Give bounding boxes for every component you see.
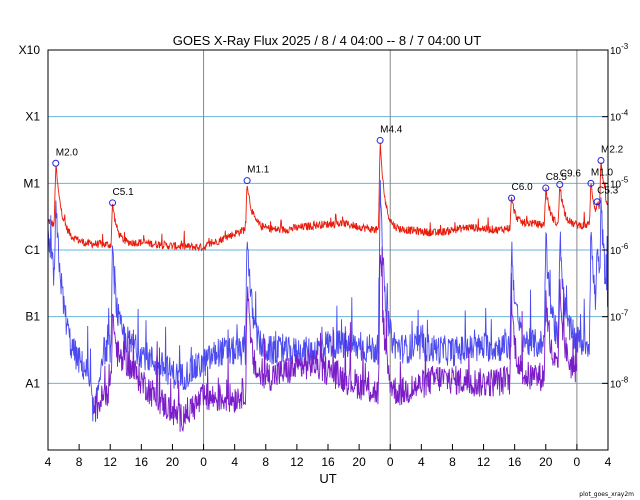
x-tick-label-8: 12 <box>290 455 304 469</box>
y-right-label-5: 10-3 <box>610 42 629 57</box>
y-right-label-4: 10-4 <box>610 109 629 124</box>
x-tick-label-10: 20 <box>352 455 366 469</box>
y-left-label-4: X1 <box>25 110 40 124</box>
flare-marker-5 <box>542 184 550 192</box>
footer-caption: plot_goes_xray2m <box>579 491 634 498</box>
y-right-label-2: 10-6 <box>610 242 629 257</box>
flare-marker-1 <box>109 199 117 207</box>
series-lines <box>47 142 608 432</box>
flare-label-3: M4.4 <box>380 124 403 135</box>
y-left-label-5: X10 <box>19 43 41 57</box>
x-tick-label-1: 8 <box>76 455 83 469</box>
flare-label-4: C6.0 <box>512 182 534 193</box>
x-tick-label-2: 12 <box>104 455 118 469</box>
flare-marker-7 <box>587 179 595 187</box>
x-tick-label-16: 20 <box>539 455 553 469</box>
x-tick-label-0: 4 <box>45 455 52 469</box>
flare-marker-0 <box>52 159 60 167</box>
series-line-0 <box>47 142 608 252</box>
flare-label-2: M1.1 <box>247 165 270 176</box>
x-tick-label-7: 8 <box>262 455 269 469</box>
flare-label-7: M1.0 <box>591 167 614 178</box>
flare-marker-9 <box>597 157 605 165</box>
x-tick-label-12: 4 <box>418 455 425 469</box>
series-line-1 <box>47 179 608 422</box>
flare-marker-6 <box>556 181 564 189</box>
flare-marker-2 <box>243 177 251 185</box>
x-tick-label-14: 12 <box>477 455 491 469</box>
x-tick-label-13: 8 <box>449 455 456 469</box>
chart-title: GOES X-Ray Flux 2025 / 8 / 4 04:00 -- 8 … <box>173 33 482 48</box>
y-left-label-0: A1 <box>25 376 40 390</box>
flare-label-6: C9.6 <box>560 169 582 180</box>
x-tick-label-18: 4 <box>605 455 612 469</box>
y-left-label-1: B1 <box>25 310 40 324</box>
flare-label-0: M2.0 <box>56 147 79 158</box>
series-line-2 <box>94 246 578 432</box>
flare-label-5: C8.5 <box>546 172 568 183</box>
x-tick-label-17: 0 <box>574 455 581 469</box>
flare-label-9: M2.2 <box>601 145 624 156</box>
x-tick-label-9: 16 <box>321 455 335 469</box>
y-right-label-1: 10-7 <box>610 309 629 324</box>
flare-label-1: C5.1 <box>113 187 135 198</box>
x-tick-label-5: 0 <box>200 455 207 469</box>
axes: 4 8 12 16 20 0 4 8 12 16 20 0 4 8 12 16 20 0 4 A1 B1 C1 M1 X1 X1… <box>19 42 629 469</box>
x-tick-label-6: 4 <box>231 455 238 469</box>
y-left-label-2: C1 <box>25 243 41 257</box>
x-tick-label-3: 16 <box>135 455 149 469</box>
flare-marker-4 <box>508 194 516 202</box>
x-tick-label-15: 16 <box>508 455 522 469</box>
y-left-label-3: M1 <box>23 176 40 190</box>
x-axis-label: UT <box>319 471 336 486</box>
gridlines <box>48 50 608 450</box>
x-tick-label-4: 20 <box>166 455 180 469</box>
flare-marker-3 <box>376 136 384 144</box>
flare-markers: M2.0C5.1M1.1M4.4C6.0C8.5C9.6 M1.0C5.3M2.2 <box>52 124 624 207</box>
y-right-label-0: 10-8 <box>610 375 629 390</box>
x-tick-label-11: 0 <box>387 455 394 469</box>
flare-marker-8 <box>593 198 601 206</box>
